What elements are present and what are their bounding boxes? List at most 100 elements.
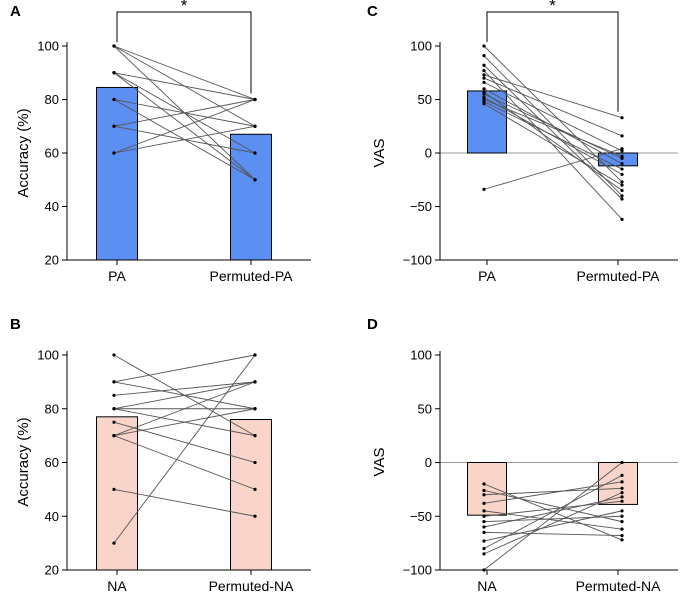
y-tick-label: 60: [45, 146, 59, 161]
subject-dot: [112, 124, 116, 128]
subject-dot: [482, 514, 486, 518]
subject-line: [483, 148, 623, 190]
subject-dot: [482, 87, 486, 91]
panel-letter: D: [367, 316, 378, 333]
subject-line: [113, 72, 256, 100]
y-axis-title: Accuracy (%): [15, 108, 32, 197]
subject-line: [483, 103, 623, 186]
subject-dot: [112, 420, 116, 424]
subject-line: [483, 481, 623, 504]
x-tick-label: PA: [478, 268, 496, 284]
x-tick-label: PA: [108, 268, 126, 284]
subject-dot: [482, 76, 486, 80]
subject-dot: [482, 493, 486, 497]
y-tick-label: 100: [37, 348, 59, 363]
subject-line: [113, 354, 256, 383]
subject-dot: [620, 197, 624, 201]
y-tick-label: 40: [45, 199, 59, 214]
x-tick-label: NA: [107, 578, 127, 594]
subject-line: [113, 381, 256, 437]
y-tick-label: 60: [45, 455, 59, 470]
bar-pa: [96, 86, 138, 261]
subject-dot: [482, 187, 486, 191]
panel-B: B Accuracy (%) 20 40 60 80 100 NA Permuted-NA: [10, 316, 311, 594]
panel-A: A Accuracy (%) 20 40 60 80 100 PA Permuted-PA *: [10, 0, 311, 284]
subject-dot: [112, 380, 116, 384]
significance-star: *: [181, 0, 188, 15]
subject-line: [483, 99, 623, 157]
subject-line: [483, 462, 623, 571]
y-tick-label: −50: [410, 509, 432, 524]
y-tick-label: −100: [403, 563, 432, 578]
subject-dot: [620, 499, 624, 503]
subject-line: [483, 96, 623, 175]
subject-dot: [253, 434, 257, 438]
subject-dot: [112, 151, 116, 155]
subject-dot: [620, 480, 624, 484]
y-tick-label: −50: [410, 199, 432, 214]
subject-dot: [112, 434, 116, 438]
subject-dot: [253, 487, 257, 491]
y-tick-label: 0: [425, 146, 432, 161]
subject-dot: [482, 44, 486, 48]
bar-permuted-pa: [230, 133, 272, 261]
subject-line: [483, 55, 623, 197]
subject-dot: [482, 63, 486, 67]
x-tick-label: Permuted-NA: [576, 578, 661, 594]
subject-line: [483, 45, 623, 183]
subject-dot: [620, 460, 624, 465]
subject-dot: [620, 162, 624, 166]
subject-dot: [112, 71, 116, 75]
subject-dot: [253, 178, 257, 182]
subject-line: [113, 45, 256, 100]
subject-dot: [112, 97, 116, 102]
subject-dot: [620, 520, 624, 524]
subject-line: [483, 91, 623, 191]
significance-bracket: [486, 11, 619, 112]
subject-dot: [253, 97, 257, 102]
y-tick-label: 100: [37, 39, 59, 54]
subject-dot: [620, 180, 624, 184]
subject-dot: [620, 509, 624, 513]
subject-dot: [482, 552, 486, 556]
subject-dot: [112, 407, 116, 411]
subject-dot: [253, 514, 257, 518]
subject-dot: [482, 92, 486, 96]
subject-line: [113, 125, 256, 154]
y-tick-label: 80: [45, 92, 59, 107]
y-axis-title: VAS: [371, 448, 388, 477]
x-tick-label: Permuted-PA: [577, 268, 661, 284]
panel-letter: A: [10, 3, 21, 20]
subject-dot: [482, 69, 486, 73]
subject-line: [483, 487, 623, 496]
panel-letter: C: [367, 3, 378, 20]
subject-dot: [482, 546, 486, 551]
y-tick-label: 0: [425, 455, 432, 470]
y-tick-label: 40: [45, 509, 59, 524]
subject-dot: [620, 154, 624, 158]
subject-line: [483, 74, 623, 119]
y-tick-label: 20: [45, 563, 59, 578]
y-tick-label: 100: [410, 39, 432, 54]
subject-dot: [620, 172, 624, 176]
subject-line: [113, 421, 256, 463]
subject-line: [483, 492, 623, 555]
subject-dot: [620, 495, 624, 499]
subject-dot: [482, 488, 486, 493]
significance-bracket: [116, 11, 252, 94]
subject-dot: [620, 486, 624, 490]
y-axis-title: Accuracy (%): [15, 417, 32, 506]
subject-dot: [620, 134, 624, 138]
subject-dot: [620, 527, 624, 531]
subject-line: [113, 381, 256, 396]
subject-dot: [482, 102, 486, 106]
subject-line: [113, 435, 256, 490]
bar-permuted-na: [230, 419, 272, 571]
bar-na: [96, 416, 138, 571]
subject-line: [113, 488, 256, 517]
subject-dot: [620, 538, 624, 542]
subject-dot: [620, 183, 624, 187]
subject-dot: [620, 514, 624, 518]
x-tick-label: Permuted-PA: [210, 268, 294, 284]
